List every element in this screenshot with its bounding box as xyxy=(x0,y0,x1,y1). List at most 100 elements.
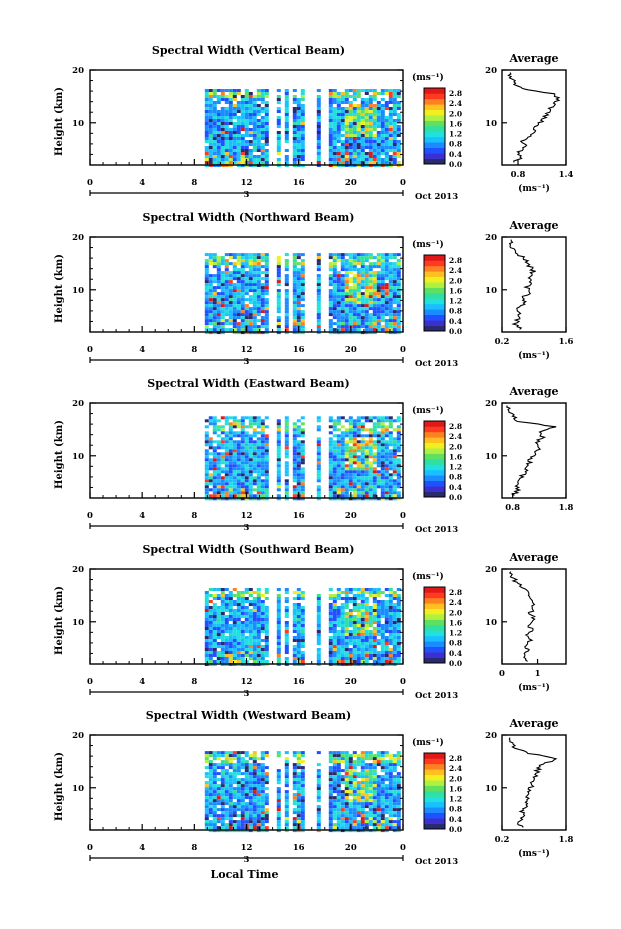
heatmap-cell xyxy=(276,787,281,791)
heatmap-cell xyxy=(396,262,401,266)
heatmap-cell xyxy=(256,636,261,639)
heatmap-cell xyxy=(352,648,357,651)
heatmap-cell xyxy=(296,452,301,456)
heatmap-cell xyxy=(224,125,229,128)
heatmap-cell xyxy=(364,633,369,636)
heatmap-cell xyxy=(368,645,373,648)
heatmap-cell xyxy=(292,775,297,779)
heatmap-cell xyxy=(328,268,333,272)
heatmap-cell xyxy=(328,110,333,113)
heatmap-cell xyxy=(276,101,281,104)
heatmap-cell xyxy=(392,473,397,477)
heatmap-cell xyxy=(300,784,305,788)
heatmap-cell xyxy=(252,149,257,152)
heatmap-cell xyxy=(204,119,209,122)
heatmap-cell xyxy=(212,627,217,630)
heatmap-cell xyxy=(396,645,401,648)
avg-y-tick-label: 20 xyxy=(485,66,497,76)
avg-x-tick-label: 0.2 xyxy=(495,337,510,347)
heatmap-cell xyxy=(392,262,397,266)
heatmap-cell xyxy=(300,271,305,275)
heatmap-cell xyxy=(296,155,301,158)
heatmap-cell xyxy=(356,805,361,809)
heatmap-cell xyxy=(348,134,353,137)
heatmap-cell xyxy=(380,431,385,435)
heatmap-cell xyxy=(368,107,373,110)
heatmap-cell xyxy=(252,757,257,761)
heatmap-cell xyxy=(328,116,333,119)
heatmap-cell xyxy=(336,781,341,785)
heatmap-cell xyxy=(244,322,249,326)
heatmap-cell xyxy=(240,113,245,116)
heatmap-cell xyxy=(388,158,393,161)
heatmap-cell xyxy=(348,292,353,296)
heatmap-cell xyxy=(244,449,249,453)
heatmap-cell xyxy=(240,289,245,293)
heatmap-cell xyxy=(264,292,269,296)
heatmap-cell xyxy=(212,419,217,423)
heatmap-cell xyxy=(264,155,269,158)
heatmap-cell xyxy=(376,298,381,302)
heatmap-cell xyxy=(204,603,209,606)
heatmap-cell xyxy=(300,113,305,116)
heatmap-cell xyxy=(348,612,353,615)
heatmap-cell xyxy=(372,479,377,483)
heatmap-cell xyxy=(260,137,265,140)
heatmap-cell xyxy=(336,128,341,131)
heatmap-cell xyxy=(296,630,301,633)
heatmap-cell xyxy=(376,131,381,134)
heatmap-cell xyxy=(392,470,397,474)
heatmap-cell xyxy=(344,271,349,275)
heatmap-cell xyxy=(372,128,377,131)
heatmap-cell xyxy=(208,814,213,818)
heatmap-cell xyxy=(284,289,289,293)
heatmap-cell xyxy=(340,113,345,116)
heatmap-cell xyxy=(344,143,349,146)
heatmap-cell xyxy=(228,814,233,818)
heatmap-cell xyxy=(276,808,281,812)
heatmap-cell xyxy=(252,603,257,606)
heatmap-cell xyxy=(256,140,261,143)
heatmap-cell xyxy=(248,259,253,263)
heatmap-cell xyxy=(376,621,381,624)
heatmap-cell xyxy=(212,113,217,116)
heatmap-cell xyxy=(248,787,253,791)
heatmap-cell xyxy=(344,793,349,797)
heatmap-cell xyxy=(216,128,221,131)
heatmap-cell xyxy=(372,618,377,621)
heatmap-cell xyxy=(224,784,229,788)
heatmap-cell xyxy=(236,467,241,471)
heatmap-cell xyxy=(396,621,401,624)
heatmap-cell xyxy=(300,292,305,296)
heatmap-cell xyxy=(256,419,261,423)
heatmap-cell xyxy=(220,775,225,779)
heatmap-cell xyxy=(328,787,333,791)
heatmap-cell xyxy=(276,802,281,806)
colorbar-frame xyxy=(423,254,446,332)
heatmap-cell xyxy=(380,325,385,329)
heatmap-cell xyxy=(352,467,357,471)
heatmap-cell xyxy=(392,627,397,630)
heatmap-cell xyxy=(224,603,229,606)
heatmap-cell xyxy=(204,594,209,597)
heatmap-cell xyxy=(296,757,301,761)
heatmap-cell xyxy=(352,751,357,755)
heatmap-cell xyxy=(316,651,321,654)
heatmap-cell xyxy=(292,262,297,266)
heatmap-cell xyxy=(336,289,341,293)
heatmap-cell xyxy=(220,283,225,287)
heatmap-cell xyxy=(300,660,305,663)
heatmap-cell xyxy=(248,452,253,456)
heatmap-cell xyxy=(336,131,341,134)
heatmap-cell xyxy=(244,101,249,104)
heatmap-cell xyxy=(208,283,213,287)
heatmap-cell xyxy=(336,615,341,618)
heatmap-cell xyxy=(376,119,381,122)
heatmap-cell xyxy=(316,594,321,597)
heatmap-cell xyxy=(228,627,233,630)
x-tick-label: 0 xyxy=(87,677,93,687)
heatmap-cell xyxy=(336,488,341,492)
heatmap-cell xyxy=(360,443,365,447)
heatmap-cell xyxy=(344,648,349,651)
heatmap-cell xyxy=(296,633,301,636)
